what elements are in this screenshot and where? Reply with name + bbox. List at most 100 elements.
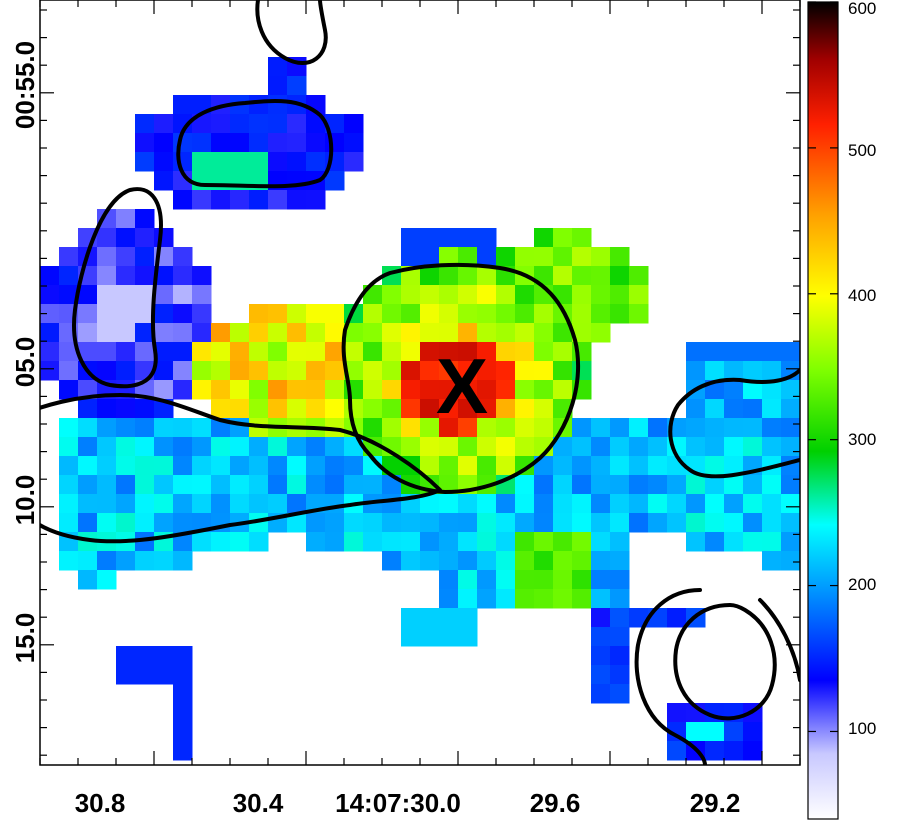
heatmap-pixel xyxy=(648,418,668,438)
heatmap-pixel xyxy=(458,266,478,286)
heatmap-pixel xyxy=(458,380,478,400)
heatmap-pixel xyxy=(401,551,421,571)
heatmap-pixel xyxy=(173,361,193,381)
heatmap-pixel xyxy=(40,323,60,343)
heatmap-pixel xyxy=(173,703,193,723)
heatmap-pixel xyxy=(591,456,611,476)
heatmap-pixel xyxy=(686,399,706,419)
heatmap-pixel xyxy=(268,76,288,96)
heatmap-pixel xyxy=(97,551,117,571)
heatmap-pixel xyxy=(572,437,592,457)
heatmap-pixel xyxy=(230,456,250,476)
heatmap-pixel xyxy=(135,266,155,286)
heatmap-pixel xyxy=(344,399,364,419)
heatmap-pixel xyxy=(724,494,744,514)
heatmap-pixel xyxy=(97,304,117,324)
heatmap-pixel xyxy=(686,437,706,457)
heatmap-pixel xyxy=(762,418,782,438)
heatmap-pixel xyxy=(724,722,744,742)
heatmap-pixel xyxy=(572,418,592,438)
heatmap-pixel xyxy=(553,323,573,343)
heatmap-pixel xyxy=(192,133,212,153)
heatmap-pixel xyxy=(287,399,307,419)
heatmap-pixel xyxy=(477,247,497,267)
heatmap-pixel xyxy=(78,551,98,571)
heatmap-pixel xyxy=(496,304,516,324)
heatmap-pixel xyxy=(40,361,60,381)
heatmap-pixel xyxy=(496,399,516,419)
heatmap-pixel xyxy=(135,323,155,343)
heatmap-pixel xyxy=(591,627,611,647)
heatmap-pixel xyxy=(173,494,193,514)
heatmap-pixel xyxy=(439,437,459,457)
heatmap-pixel xyxy=(135,114,155,134)
heatmap-pixel xyxy=(648,513,668,533)
heatmap-pixel xyxy=(534,323,554,343)
heatmap-pixel xyxy=(173,741,193,761)
heatmap-pixel xyxy=(648,456,668,476)
heatmap-pixel xyxy=(249,152,269,172)
heatmap-pixel xyxy=(439,589,459,609)
heatmap-pixel xyxy=(382,513,402,533)
heatmap-pixel xyxy=(325,475,345,495)
heatmap-pixel xyxy=(192,114,212,134)
heatmap-pixel xyxy=(591,646,611,666)
colorbar-label: 600 xyxy=(848,0,876,18)
heatmap-pixel xyxy=(154,285,174,305)
heatmap-pixel xyxy=(496,513,516,533)
heatmap-pixel xyxy=(192,190,212,210)
heatmap-pixel xyxy=(325,513,345,533)
heatmap-pixel xyxy=(420,247,440,267)
heatmap-pixel xyxy=(534,266,554,286)
heatmap-pixel xyxy=(363,304,383,324)
heatmap-pixel xyxy=(572,323,592,343)
heatmap-pixel xyxy=(781,380,800,400)
heatmap-pixel xyxy=(154,133,174,153)
heatmap-pixel xyxy=(610,247,630,267)
heatmap-pixel xyxy=(382,399,402,419)
heatmap-pixel xyxy=(135,228,155,248)
heatmap-pixel xyxy=(344,133,364,153)
heatmap-pixel xyxy=(173,437,193,457)
heatmap-pixel xyxy=(496,285,516,305)
heatmap-pixel xyxy=(59,551,79,571)
x-tick-label: 30.8 xyxy=(75,788,126,818)
heatmap-pixel xyxy=(553,494,573,514)
heatmap-pixel xyxy=(230,532,250,552)
heatmap-pixel xyxy=(724,475,744,495)
heatmap-pixel xyxy=(211,114,231,134)
heatmap-pixel xyxy=(116,494,136,514)
heatmap-pixel xyxy=(572,532,592,552)
colorbar-label: 400 xyxy=(848,286,876,305)
heatmap-pixel xyxy=(629,266,649,286)
heatmap-pixel xyxy=(116,228,136,248)
heatmap-pixel xyxy=(116,285,136,305)
x-tick-label: 30.4 xyxy=(233,788,284,818)
heatmap-pixel xyxy=(268,399,288,419)
heatmap-pixel xyxy=(591,513,611,533)
heatmap-pixel xyxy=(116,399,136,419)
heatmap-pixel xyxy=(401,399,421,419)
heatmap-pixel xyxy=(420,513,440,533)
heatmap-pixel xyxy=(515,513,535,533)
heatmap-pixel xyxy=(287,380,307,400)
x-axis-ticks xyxy=(39,0,801,765)
heatmap-pixel xyxy=(705,475,725,495)
heatmap-pixel xyxy=(439,513,459,533)
heatmap-pixel xyxy=(173,475,193,495)
heatmap-pixel xyxy=(249,475,269,495)
heatmap-pixel xyxy=(667,513,687,533)
heatmap-pixel xyxy=(610,684,630,704)
heatmap-pixel xyxy=(287,133,307,153)
heatmap-pixel xyxy=(249,361,269,381)
heatmap-pixel xyxy=(572,494,592,514)
heatmap-pixel xyxy=(762,342,782,362)
heatmap-pixel xyxy=(325,342,345,362)
heatmap-pixel xyxy=(610,285,630,305)
heatmap-pixel xyxy=(420,532,440,552)
heatmap-pixel xyxy=(781,494,800,514)
heatmap-pixel xyxy=(705,342,725,362)
heatmap-pixel xyxy=(268,190,288,210)
heatmap-pixel xyxy=(724,513,744,533)
heatmap-pixel xyxy=(306,437,326,457)
